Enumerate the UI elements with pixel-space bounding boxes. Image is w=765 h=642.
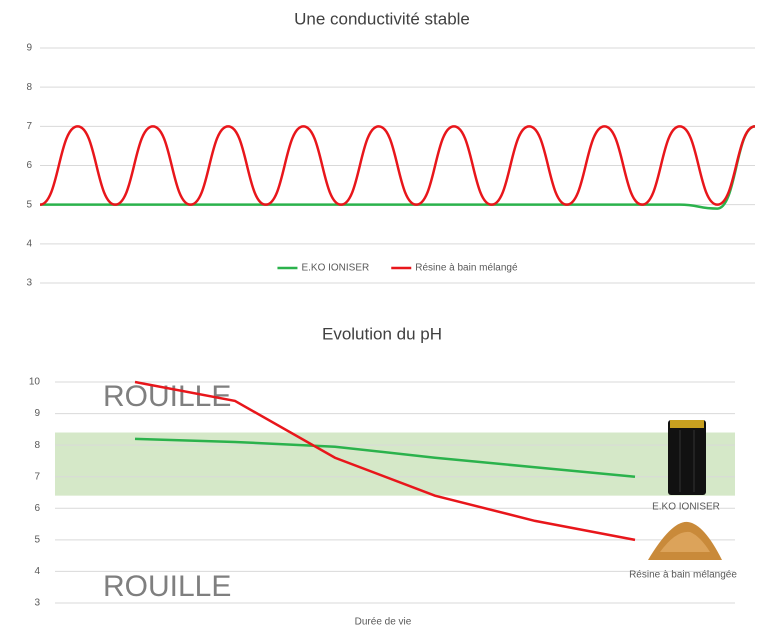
y-tick-label: 8 — [26, 82, 32, 93]
y-tick-label: 10 — [29, 377, 41, 388]
series-end-label: E.KO IONISER — [652, 502, 720, 513]
annotation: ROUILLE — [103, 570, 231, 603]
page: Une conductivité stable 3 4 5 6 7 8 9 E.KO IONIS… — [0, 0, 765, 642]
y-tick-label: 9 — [34, 408, 40, 419]
legend-label: E.KO IONISER — [301, 263, 369, 274]
y-tick-label: 9 — [26, 43, 32, 54]
charts: Une conductivité stable 3 4 5 6 7 8 9 E.KO IONIS… — [26, 9, 755, 627]
y-tick-label: 6 — [34, 503, 40, 514]
y-tick-label: 4 — [34, 566, 40, 577]
chart: Evolution du pH 3 4 5 6 7 8 9 10 Durée de vie ROUI… — [29, 324, 737, 627]
y-tick-label: 3 — [26, 278, 32, 289]
x-axis-label: Durée de vie — [355, 617, 412, 628]
ioniser-icon — [668, 420, 706, 495]
y-tick-label: 3 — [34, 598, 40, 609]
y-tick-label: 6 — [26, 160, 32, 171]
chart-title: Evolution du pH — [322, 324, 442, 343]
chart: Une conductivité stable 3 4 5 6 7 8 9 E.KO IONIS… — [26, 9, 755, 288]
legend-label: Résine à bain mélangé — [415, 263, 518, 274]
y-tick-label: 5 — [34, 534, 40, 545]
y-tick-label: 4 — [26, 238, 32, 249]
y-tick-label: 7 — [26, 121, 32, 132]
chart-title: Une conductivité stable — [294, 9, 470, 28]
y-tick-label: 7 — [34, 471, 40, 482]
y-tick-label: 5 — [26, 199, 32, 210]
resin-icon — [648, 522, 722, 560]
series-end-label: Résine à bain mélangée — [629, 570, 737, 581]
y-tick-label: 8 — [34, 440, 40, 451]
band — [55, 433, 735, 496]
